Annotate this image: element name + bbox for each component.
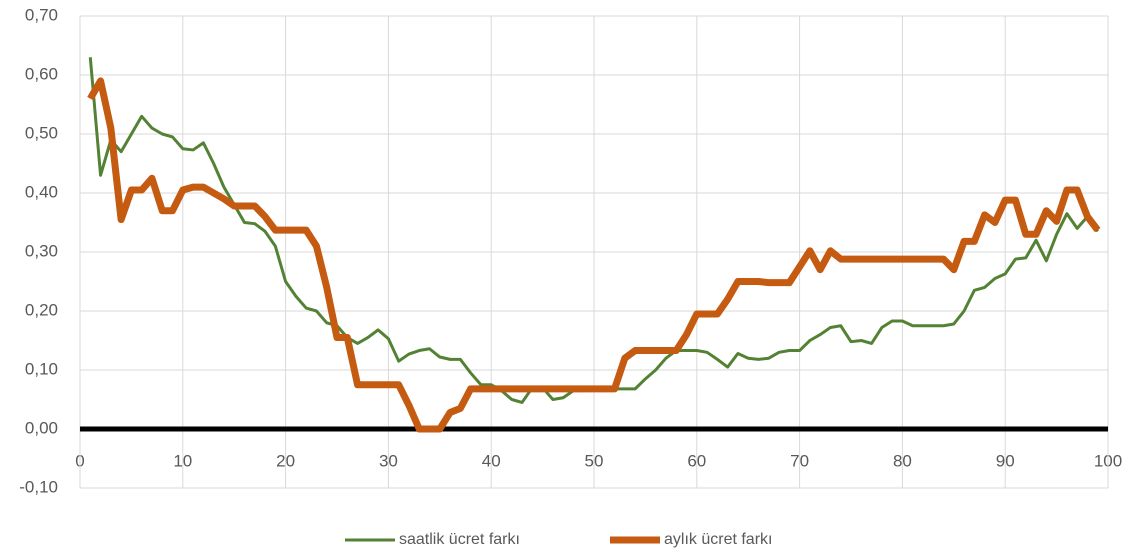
y-tick-label: 0,10: [25, 359, 58, 378]
series-line: [87, 77, 1101, 433]
legend-text: aylık ücret farkı: [664, 531, 772, 548]
y-tick-label: 0,00: [25, 418, 58, 437]
legend-text: saatlik ücret farkı: [399, 531, 520, 548]
y-tick-label: 0,50: [25, 123, 58, 142]
y-tick-label: 0,30: [25, 241, 58, 260]
y-tick-label: 0,20: [25, 300, 58, 319]
y-tick-label: 0,70: [25, 5, 58, 24]
y-tick-label: -0,10: [19, 477, 58, 496]
y-tick-label: 0,40: [25, 182, 58, 201]
y-tick-label: 0,60: [25, 64, 58, 83]
